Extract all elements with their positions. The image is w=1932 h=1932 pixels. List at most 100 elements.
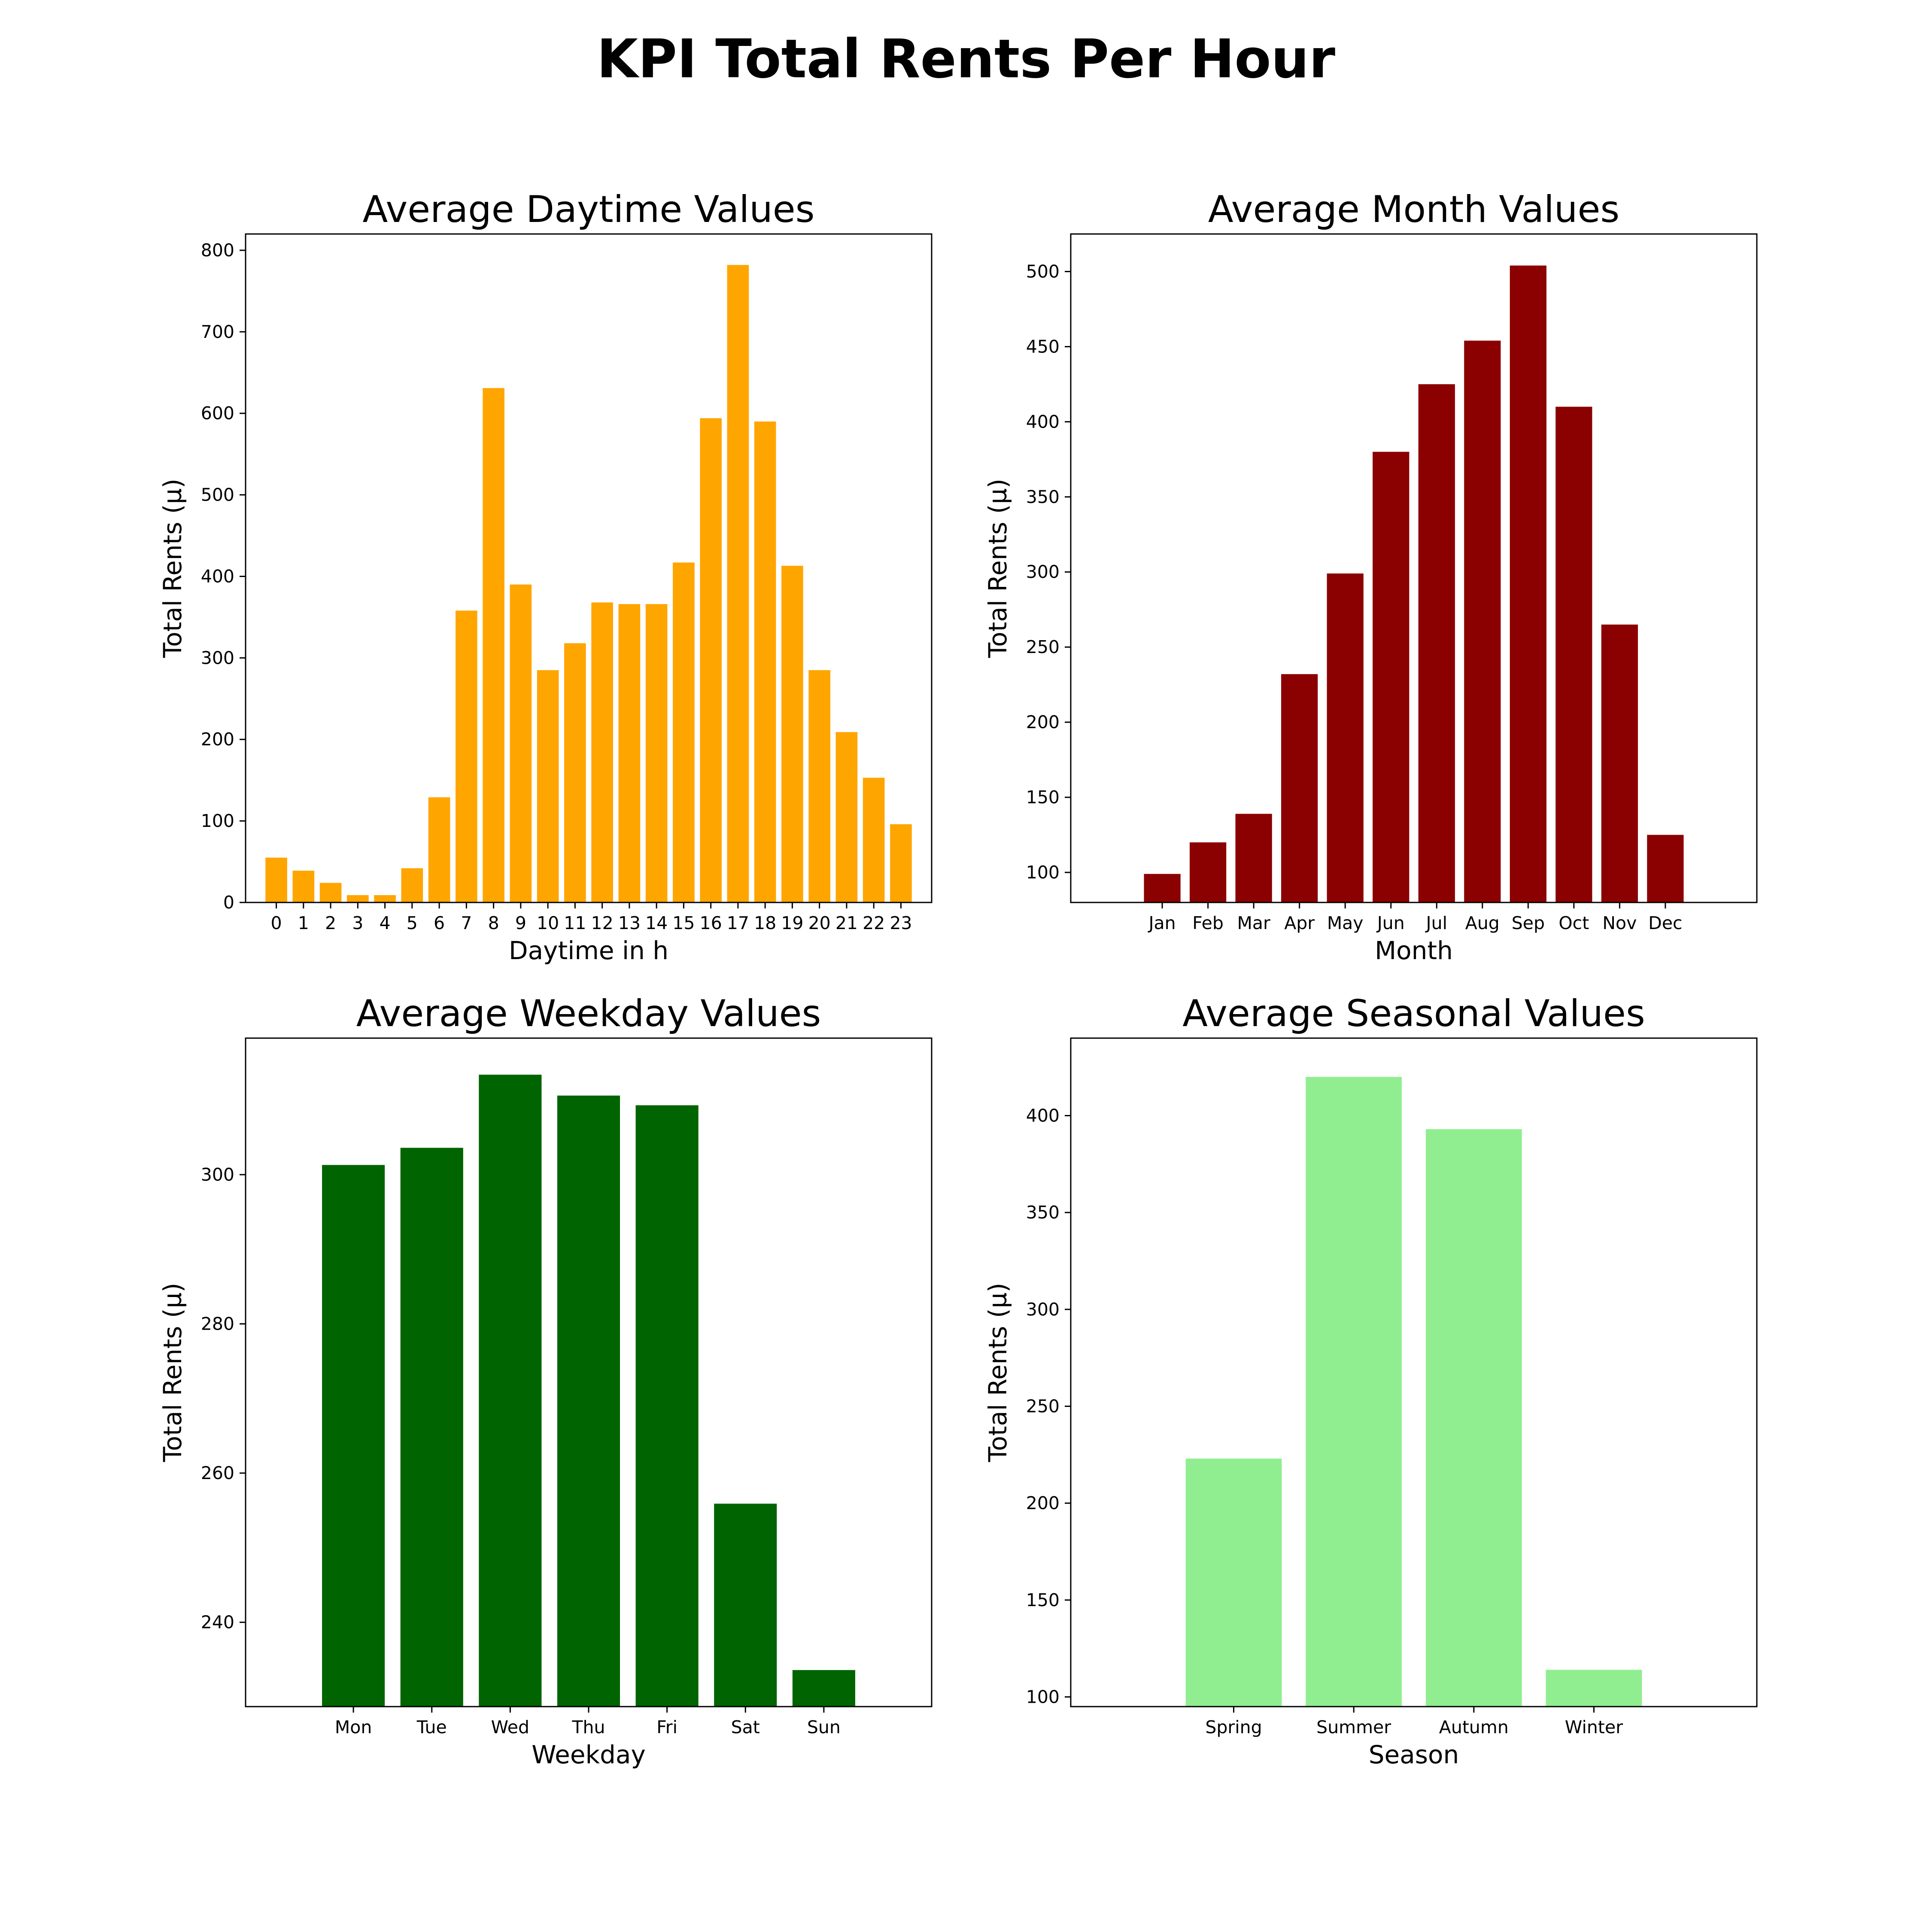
bar-Thu [557,1095,620,1707]
y-tick-label: 400 [201,566,234,586]
bar-2 [319,883,342,902]
x-tick-label: Fri [656,1717,677,1738]
bar-Summer [1306,1077,1402,1707]
chart-4: Spring Summer Autumn Winter 100 150 200 250 300 3… [983,992,1758,1769]
bar-Autumn [1425,1129,1522,1707]
bar-May [1327,573,1364,902]
x-tick-label: 6 [434,913,445,933]
y-tick-label: 300 [1026,1299,1060,1320]
bar-17 [727,265,749,902]
bar-6 [428,797,450,902]
x-tick-label: Mon [335,1717,372,1738]
bar-Jun [1373,452,1410,902]
y-tick-label: 400 [1026,411,1060,432]
x-tick-label: Nov [1602,913,1637,933]
x-tick-label: Jan [1147,913,1176,933]
x-axis-label: Daytime in h [509,936,668,965]
bar-4 [374,895,396,902]
y-tick-label: 100 [1026,1686,1060,1707]
y-tick-label: 250 [1026,637,1060,657]
y-tick-label: 200 [1026,1493,1060,1513]
panel-title: Average Daytime Values [363,188,815,231]
x-tick-label: 23 [890,913,912,933]
bar-0 [265,857,287,902]
bar-13 [618,604,641,902]
x-tick-label: Oct [1558,913,1589,933]
x-tick-label: Feb [1192,913,1224,933]
x-tick-label: 2 [325,913,336,933]
bar-Mar [1235,814,1272,902]
y-tick-label: 150 [1026,787,1060,808]
bar-20 [808,670,830,902]
bar-22 [863,778,885,902]
bar-Apr [1281,674,1318,902]
bar-14 [645,604,668,902]
y-tick-label: 350 [1026,486,1060,507]
y-tick-label: 280 [201,1314,234,1334]
y-tick-label: 700 [201,322,234,342]
y-tick-label: 600 [201,403,234,424]
bar-Jul [1418,384,1455,902]
bar-Dec [1647,835,1684,902]
bar-5 [401,868,423,902]
x-tick-label: 19 [781,913,803,933]
x-tick-label: 0 [271,913,282,933]
y-tick-label: 800 [201,240,234,261]
y-tick-label: 500 [1026,261,1060,282]
bar-23 [890,824,912,902]
bar-9 [510,584,532,902]
x-tick-label: 15 [672,913,695,933]
x-tick-label: Jul [1425,913,1447,933]
y-axis-label: Total Rents (µ) [983,1283,1012,1463]
x-tick-label: 3 [352,913,363,933]
x-tick-label: Aug [1465,913,1500,933]
y-axis-label: Total Rents (µ) [158,1283,187,1463]
bar-18 [754,421,776,902]
y-tick-label: 200 [1026,712,1060,732]
x-tick-label: Thu [571,1717,605,1738]
bar-Winter [1546,1670,1642,1707]
bar-Jan [1144,874,1181,902]
x-tick-label: 1 [298,913,309,933]
y-tick-label: 300 [1026,562,1060,582]
x-tick-label: 20 [808,913,831,933]
x-tick-label: Winter [1565,1717,1623,1738]
x-tick-label: 10 [537,913,559,933]
bar-19 [781,565,803,902]
bar-Feb [1189,842,1227,902]
x-tick-label: Tue [416,1717,447,1738]
x-tick-label: Sep [1512,913,1545,933]
y-tick-label: 150 [1026,1590,1060,1610]
x-tick-label: 14 [645,913,668,933]
bar-Wed [479,1075,542,1707]
x-tick-label: Sat [731,1717,760,1738]
bar-Sep [1510,265,1546,903]
y-tick-label: 400 [1026,1106,1060,1126]
y-tick-label: 300 [201,647,234,668]
panel-title: Average Weekday Values [356,992,821,1035]
x-tick-label: Mar [1237,913,1270,933]
panel-title: Average Seasonal Values [1182,992,1645,1035]
bar-Oct [1555,407,1592,902]
x-tick-label: 17 [727,913,749,933]
y-axis-label: Total Rents (µ) [983,479,1012,659]
bar-Sun [792,1670,855,1707]
bar-Spring [1185,1458,1282,1707]
x-tick-label: 22 [863,913,885,933]
chart-1: 0 1 2 3 4 5 6 7 8 9 10 11 12 13 14 15 16 17 18 19 20 21 22 2301… [158,188,933,965]
figure-title: KPI Total Rents Per Hour [597,28,1335,90]
y-tick-label: 350 [1026,1202,1060,1223]
bar-Aug [1464,340,1501,903]
x-tick-label: Summer [1316,1717,1391,1738]
x-tick-label: 4 [380,913,391,933]
y-tick-label: 0 [223,892,234,913]
x-tick-label: Sun [807,1717,841,1738]
bar-16 [700,418,722,902]
x-tick-label: 12 [591,913,614,933]
bar-Sat [714,1504,777,1707]
x-tick-label: 8 [488,913,499,933]
bar-12 [591,602,613,902]
x-tick-label: Dec [1648,913,1682,933]
bar-Fri [635,1105,699,1707]
